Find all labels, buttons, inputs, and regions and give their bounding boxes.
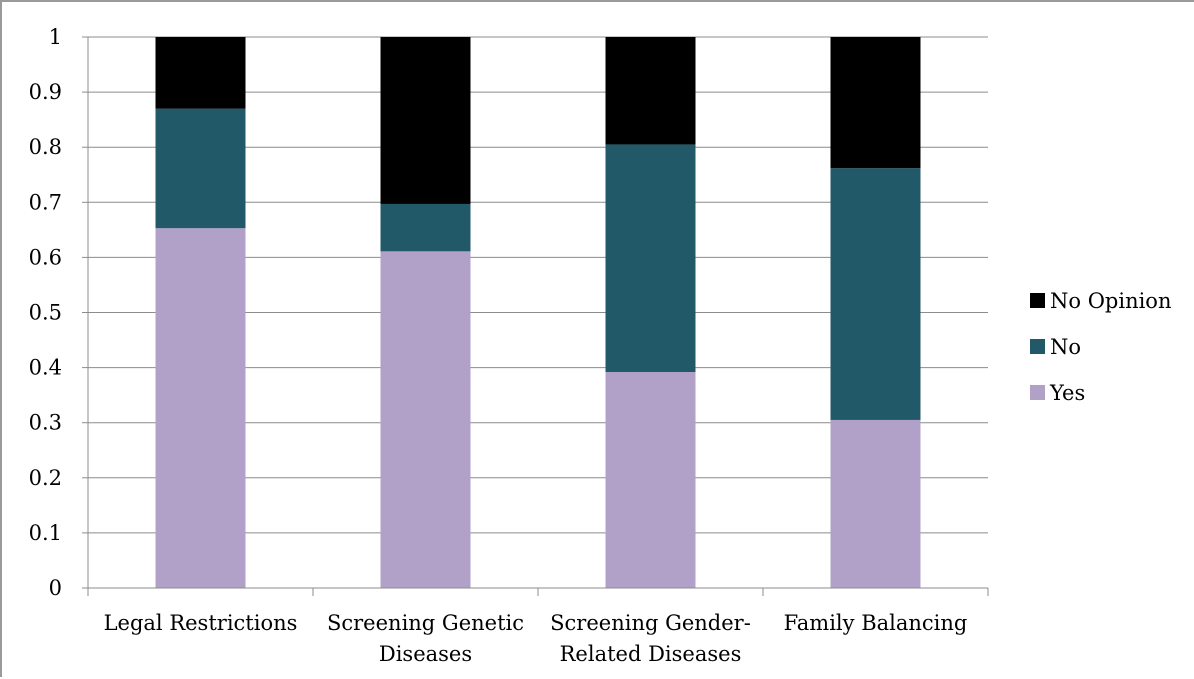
bar-segment-no-opinion bbox=[830, 37, 921, 169]
y-tick-label: 0.4 bbox=[29, 356, 62, 380]
bar-segment-no bbox=[830, 168, 921, 420]
x-category-label: Screening Genetic bbox=[327, 611, 524, 635]
y-tick-label: 0.2 bbox=[29, 466, 62, 490]
legend-label-yes: Yes bbox=[1049, 381, 1085, 405]
legend-label-no-opinion: No Opinion bbox=[1050, 289, 1171, 313]
axes: 0 0.1 0.2 0.3 0.4 0.5 0.6 0.7 0.8 0.9 1 Legal Restr… bbox=[29, 25, 989, 666]
bar-segment-no-opinion bbox=[380, 37, 471, 204]
bar-segment-yes bbox=[380, 251, 471, 589]
legend-swatch-yes bbox=[1030, 385, 1045, 400]
bar-segment-yes bbox=[155, 228, 246, 588]
y-tick-label: 0.6 bbox=[29, 245, 62, 269]
bar-segment-yes bbox=[605, 372, 696, 588]
y-tick-label: 0.1 bbox=[29, 521, 62, 545]
y-tick-label: 0 bbox=[49, 576, 62, 600]
bar-segment-no-opinion bbox=[155, 37, 246, 109]
x-category-label: Screening Gender- bbox=[550, 611, 751, 635]
legend-swatch-no-opinion bbox=[1030, 293, 1045, 308]
y-tick-label: 0.5 bbox=[29, 301, 62, 325]
bar-segment-yes bbox=[830, 419, 921, 588]
y-tick-label: 0.7 bbox=[29, 190, 62, 214]
y-tick-label: 0.3 bbox=[29, 411, 62, 435]
legend-label-no: No bbox=[1050, 335, 1081, 359]
x-category-label: Related Diseases bbox=[560, 642, 742, 666]
bar-segment-no bbox=[605, 144, 696, 373]
bar-segment-no bbox=[155, 108, 246, 229]
y-tick-label: 0.8 bbox=[29, 135, 62, 159]
y-tick-label: 0.9 bbox=[29, 80, 62, 104]
legend: No Opinion No Yes bbox=[1030, 289, 1171, 405]
bar-segment-no bbox=[380, 203, 471, 252]
x-category-label: Legal Restrictions bbox=[104, 611, 298, 635]
x-category-label: Family Balancing bbox=[784, 611, 968, 635]
x-category-label: Diseases bbox=[379, 642, 472, 666]
legend-swatch-no bbox=[1030, 339, 1045, 354]
bar-segment-no-opinion bbox=[605, 37, 696, 145]
y-tick-label: 1 bbox=[49, 25, 62, 49]
bars bbox=[155, 37, 921, 589]
